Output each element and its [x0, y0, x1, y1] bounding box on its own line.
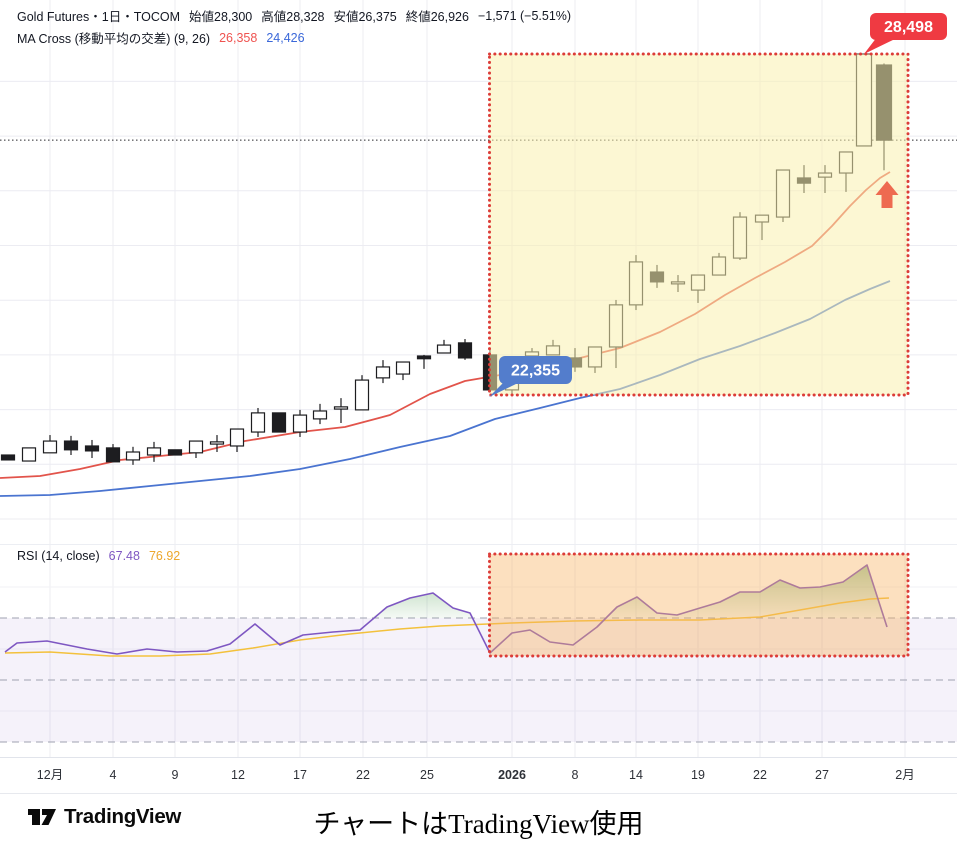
rsi-overbought-fill [608, 565, 884, 618]
legend-rsi: RSI (14, close) 67.48 76.92 [17, 549, 180, 563]
candle-down [271, 412, 287, 433]
candle-up [395, 361, 411, 375]
candle-up [292, 414, 308, 433]
legend-item: 67.48 [108, 549, 140, 563]
high-price-badge-text: 28,498 [884, 19, 933, 36]
legend-rsi-line: RSI (14, close) 67.48 76.92 [17, 549, 180, 563]
candle-down [416, 355, 432, 360]
x-axis-tick-label[interactable]: 8 [572, 768, 579, 782]
high-price-badge-tail [864, 37, 895, 54]
legend-main: Gold Futures・1日・TOCOM 始値28,300 高値28,328 安値2… [17, 6, 571, 47]
legend-item: 24,426 [266, 30, 305, 45]
x-axis-tick-label[interactable]: 17 [293, 768, 307, 782]
x-axis-tick-label[interactable]: 2月 [895, 768, 914, 782]
candle-down [105, 447, 121, 463]
candle-down [63, 440, 79, 451]
x-axis-tick-label[interactable]: 4 [110, 768, 117, 782]
x-axis-tick-label[interactable]: 12 [231, 768, 245, 782]
x-axis-tick-label[interactable]: 19 [691, 768, 705, 782]
legend-item: RSI (14, close) [17, 549, 100, 563]
legend-ma-cross-line: MA Cross (移動平均の交差) (9, 26) 26,358 24,426 [17, 28, 571, 47]
candle-up [188, 440, 204, 454]
rsi-highlight-region [488, 552, 910, 658]
candle-down [84, 445, 100, 452]
candle-up [375, 366, 391, 379]
candle-down [167, 449, 183, 456]
low-price-label [499, 356, 572, 384]
footer: TradingView チャートはTradingView使用 [0, 798, 957, 848]
legend-item: 76.92 [148, 549, 181, 563]
x-axis-tick-label[interactable]: 22 [753, 768, 767, 782]
chart-canvas[interactable]: 28,498 22,355 12月 4 9 12 17 22 25 2026 8 14 19 22 27 2月 [0, 0, 957, 796]
price-highlight-region [488, 52, 910, 397]
x-axis-tick-label[interactable]: 9 [172, 768, 179, 782]
candle-up [125, 451, 141, 461]
candle-up [229, 428, 245, 447]
legend-item: 26,358 [219, 30, 258, 45]
low-price-label-tail [489, 382, 518, 397]
candle-up [436, 344, 452, 354]
candle-up [209, 441, 225, 445]
x-axis-tick-label[interactable]: 27 [815, 768, 829, 782]
legend-symbol-line: Gold Futures・1日・TOCOM 始値28,300 高値28,328 安値2… [17, 6, 571, 25]
candle-up [250, 412, 266, 433]
candle-up [21, 447, 37, 462]
candle-down [457, 342, 473, 359]
candle-down [0, 454, 16, 461]
candle-up [354, 379, 370, 411]
legend-item: 高値28,328 [261, 10, 325, 24]
low-price-label-text: 22,355 [511, 363, 560, 380]
high-price-badge [870, 13, 947, 40]
x-axis-tick-label[interactable]: 12月 [37, 768, 63, 782]
legend-item: Gold Futures・1日・TOCOM [17, 10, 181, 24]
x-axis-tick-label[interactable]: 14 [629, 768, 643, 782]
chart-caption: チャートはTradingView使用 [313, 809, 644, 839]
tradingview-logo-icon [28, 809, 56, 825]
legend-item: 終値26,926 [405, 10, 469, 24]
x-axis-tick-label[interactable]: 25 [420, 768, 434, 782]
candle-up [333, 406, 349, 410]
rsi-overbought-fill [371, 593, 472, 618]
candle-up [42, 440, 58, 454]
legend-item: MA Cross (移動平均の交差) (9, 26) [17, 32, 211, 46]
up-arrow-icon [875, 181, 899, 208]
candle-up [146, 447, 162, 456]
x-axis-tick-label[interactable]: 2026 [498, 768, 526, 782]
x-axis-tick-label[interactable]: 22 [356, 768, 370, 782]
legend-item: 安値26,375 [333, 10, 397, 24]
rsi-signal-line [4, 597, 890, 657]
legend-item: 始値28,300 [189, 10, 253, 24]
candle-up [312, 410, 328, 420]
legend-item: −1,571 (−5.51%) [477, 8, 572, 23]
tradingview-logo: TradingView [27, 804, 181, 830]
tradingview-logo-text: TradingView [64, 805, 182, 828]
